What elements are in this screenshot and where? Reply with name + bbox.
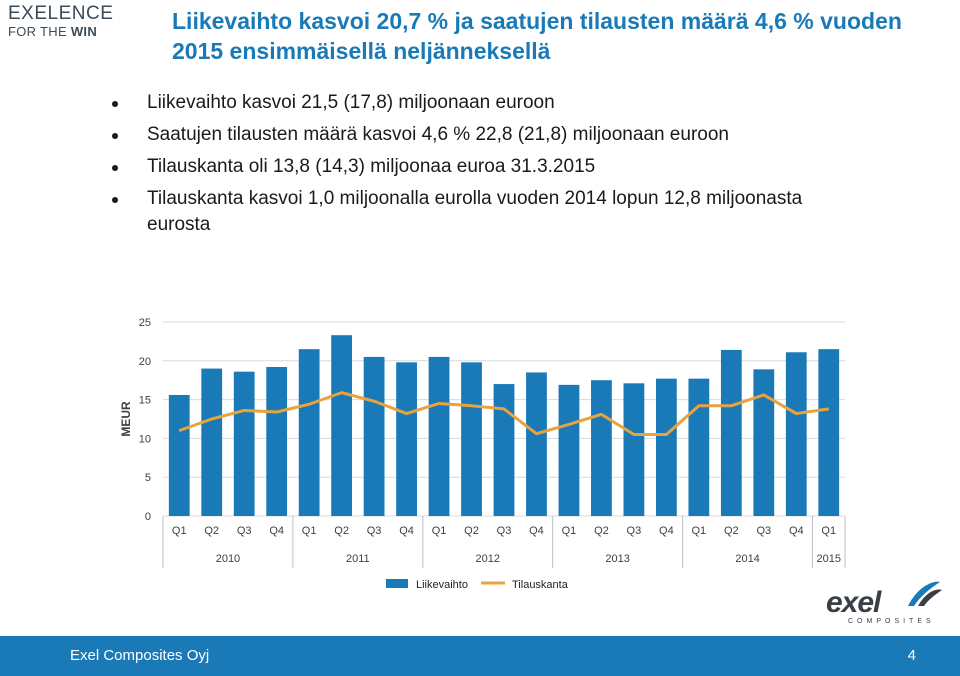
y-tick-label: 10 <box>139 433 151 445</box>
x-tick-label: Q1 <box>821 525 836 537</box>
y-axis-label: MEUR <box>119 401 133 437</box>
x-tick-label: Q3 <box>497 525 512 537</box>
bullet-item: Liikevaihto kasvoi 21,5 (17,8) miljoonaa… <box>112 90 852 116</box>
x-tick-label: Q1 <box>432 525 447 537</box>
bullet-item: Saatujen tilausten määrä kasvoi 4,6 % 22… <box>112 122 852 148</box>
logo-swirl-icon <box>908 581 942 606</box>
brand-line-2b: WIN <box>70 24 98 39</box>
bullet-list: Liikevaihto kasvoi 21,5 (17,8) miljoonaa… <box>112 90 852 244</box>
year-label: 2013 <box>605 553 629 565</box>
x-tick-label: Q2 <box>334 525 349 537</box>
y-tick-label: 25 <box>139 317 151 329</box>
bullet-item: Tilauskanta kasvoi 1,0 miljoonalla eurol… <box>112 186 852 238</box>
x-tick-label: Q1 <box>692 525 707 537</box>
bullet-dot-icon <box>112 133 118 139</box>
footer-bar: Exel Composites Oyj 4 <box>0 636 960 676</box>
x-tick-label: Q1 <box>562 525 577 537</box>
bar-liikevaihto <box>655 378 677 516</box>
y-tick-label: 0 <box>145 511 151 523</box>
bar-liikevaihto <box>688 378 710 516</box>
x-tick-label: Q4 <box>269 525 284 537</box>
logo-subtitle: COMPOSITES <box>848 618 935 625</box>
bar-liikevaihto <box>331 335 353 516</box>
line-tilauskanta <box>178 391 829 437</box>
x-tick-label: Q4 <box>659 525 674 537</box>
x-tick-label: Q3 <box>237 525 252 537</box>
bar-liikevaihto <box>785 352 807 516</box>
bar-liikevaihto <box>428 356 450 516</box>
bar-liikevaihto <box>396 362 417 516</box>
bar-liikevaihto <box>558 384 580 516</box>
footer-company: Exel Composites Oyj <box>70 647 210 664</box>
legend-swatch-liikevaihto <box>386 579 408 588</box>
slide-title: Liikevaihto kasvoi 20,7 % ja saatujen ti… <box>172 8 902 64</box>
bullet-item: Tilauskanta oli 13,8 (14,3) miljoonaa eu… <box>112 154 852 180</box>
bullet-dot-icon <box>112 197 118 203</box>
bar-liikevaihto <box>493 384 515 516</box>
x-tick-label: Q4 <box>529 525 544 537</box>
x-tick-label: Q2 <box>204 525 219 537</box>
bullet-text: Tilauskanta oli 13,8 (14,3) miljoonaa eu… <box>147 156 596 177</box>
bar-liikevaihto <box>298 349 320 516</box>
bar-liikevaihto <box>526 372 547 516</box>
legend-label-tilauskanta: Tilauskanta <box>512 579 569 591</box>
revenue-orderbook-chart: 0 5 10 15 20 25 MEUR Q1 Q2 Q3 Q4 Q1 Q2 Q3 Q4 Q1 Q2 Q3 Q4 Q1… <box>119 317 846 591</box>
y-tick-label: 20 <box>139 356 151 368</box>
legend-label-liikevaihto: Liikevaihto <box>416 579 468 591</box>
x-tick-label: Q2 <box>464 525 479 537</box>
bar-liikevaihto <box>201 368 223 516</box>
bullet-dot-icon <box>112 165 118 171</box>
bar-liikevaihto <box>363 356 385 516</box>
x-tick-label: Q4 <box>789 525 804 537</box>
brand-line-2a: FOR THE <box>8 24 71 39</box>
x-tick-label: Q3 <box>367 525 382 537</box>
brand-logo: EXELENCE FOR THE WIN <box>8 4 113 38</box>
x-tick-label: Q1 <box>302 525 317 537</box>
logo-wordmark: exel <box>826 586 881 619</box>
bullet-text: Liikevaihto kasvoi 21,5 (17,8) miljoonaa… <box>147 92 555 113</box>
y-tick-label: 15 <box>139 395 151 407</box>
x-tick-label: Q3 <box>627 525 642 537</box>
bar-liikevaihto <box>720 349 742 516</box>
x-tick-label: Q3 <box>756 525 771 537</box>
x-tick-label: Q2 <box>724 525 739 537</box>
y-tick-label: 5 <box>145 472 151 484</box>
brand-line-2: FOR THE WIN <box>8 25 113 38</box>
bar-liikevaihto <box>233 371 255 516</box>
year-label: 2011 <box>346 553 370 565</box>
x-tick-label: Q1 <box>172 525 187 537</box>
bar-liikevaihto <box>753 369 775 516</box>
bar-liikevaihto <box>461 362 482 516</box>
year-label: 2012 <box>476 553 500 565</box>
bar-liikevaihto <box>623 383 645 516</box>
footer-page-number: 4 <box>907 647 916 664</box>
bullet-text: Saatujen tilausten määrä kasvoi 4,6 % 22… <box>147 124 729 145</box>
bullet-text: Tilauskanta kasvoi 1,0 miljoonalla eurol… <box>147 188 803 235</box>
exel-composites-logo: exel COMPOSITES <box>826 576 946 628</box>
bar-liikevaihto <box>168 394 190 516</box>
year-label: 2010 <box>216 553 240 565</box>
year-label: 2015 <box>817 553 841 565</box>
bullet-dot-icon <box>112 101 118 107</box>
bar-liikevaihto <box>266 367 288 516</box>
x-tick-label: Q4 <box>399 525 414 537</box>
x-tick-label: Q2 <box>594 525 609 537</box>
bar-liikevaihto <box>591 380 612 516</box>
year-label: 2014 <box>735 553 759 565</box>
bar-liikevaihto <box>818 349 840 516</box>
brand-line-1: EXELENCE <box>8 3 114 24</box>
